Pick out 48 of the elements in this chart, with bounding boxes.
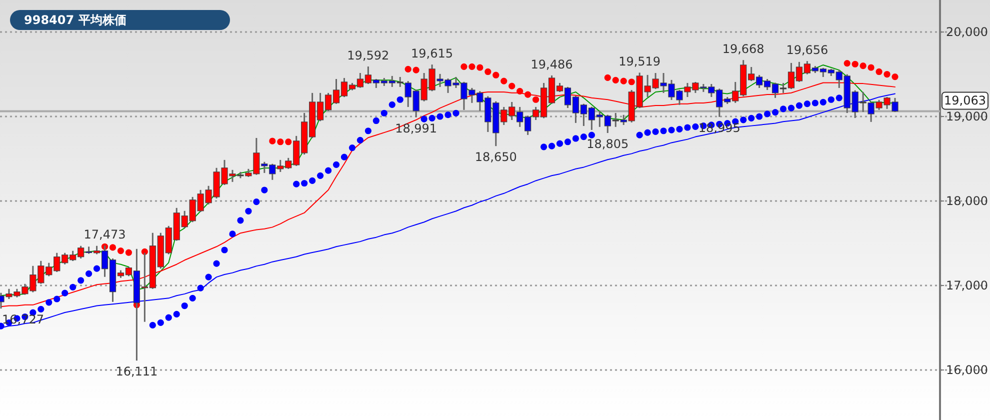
annotation: 19,519 [618, 54, 661, 69]
y-tick-label: 18,000 [946, 194, 988, 208]
annotation: 18,650 [474, 150, 517, 164]
annotation: 18,805 [586, 136, 629, 151]
point [492, 72, 500, 78]
point [476, 64, 484, 71]
point [269, 138, 276, 144]
annotation: 17,473 [84, 228, 126, 242]
annotation: 19,656 [786, 43, 828, 58]
ref-line-label: 19,063 [944, 94, 986, 108]
point [844, 60, 850, 67]
point [516, 88, 524, 94]
annotation: 19,615 [411, 46, 454, 61]
point [285, 138, 292, 146]
y-tick-label: 17,000 [946, 278, 988, 292]
point [484, 68, 492, 76]
point [125, 249, 132, 256]
y-tick-label: 19,000 [946, 110, 988, 124]
point [524, 91, 532, 98]
point [277, 138, 284, 146]
point [620, 78, 627, 84]
text: 998407 平均株価 [24, 13, 126, 27]
point [141, 248, 148, 255]
point [604, 74, 611, 81]
point [852, 60, 858, 68]
annotation: 19,668 [722, 42, 764, 56]
y-tick-label: 20,000 [946, 25, 988, 40]
point [884, 70, 890, 78]
point [868, 64, 874, 71]
point [412, 66, 420, 74]
annotation: 19,486 [530, 57, 573, 72]
point [404, 66, 412, 72]
point [508, 82, 516, 90]
annotation: 16,111 [116, 364, 158, 379]
point [500, 78, 508, 84]
annotation: 18,991 [395, 121, 438, 136]
point [109, 244, 116, 251]
point [860, 62, 866, 70]
point [117, 248, 124, 254]
point [628, 78, 635, 86]
annotation: 19,592 [347, 48, 390, 62]
point [460, 63, 468, 70]
y-tick-label: 16,000 [946, 362, 988, 377]
point [876, 68, 882, 76]
point [532, 96, 540, 103]
point [612, 76, 619, 84]
point [892, 74, 898, 80]
point [468, 63, 476, 70]
